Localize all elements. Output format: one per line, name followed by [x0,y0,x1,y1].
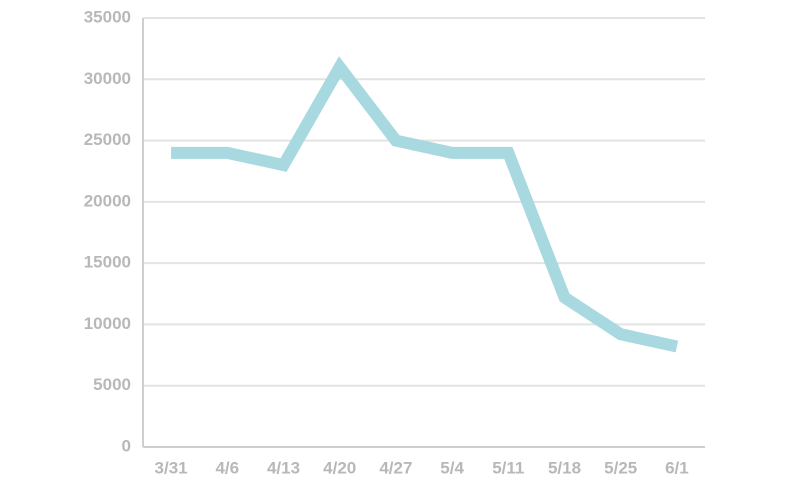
x-tick-label: 6/1 [665,458,689,477]
x-tick-label: 4/20 [323,458,356,477]
y-tick-label: 15000 [84,253,131,272]
x-tick-label: 5/25 [604,458,637,477]
y-tick-label: 20000 [84,191,131,210]
x-tick-label: 4/27 [379,458,412,477]
x-tick-label: 3/31 [155,458,188,477]
y-tick-label: 5000 [93,375,131,394]
y-tick-label: 0 [122,436,131,455]
x-tick-label: 5/18 [548,458,581,477]
x-tick-label: 5/4 [440,458,464,477]
x-tick-label: 4/6 [215,458,239,477]
x-tick-label: 4/13 [267,458,300,477]
y-tick-label: 30000 [84,69,131,88]
y-tick-label: 35000 [84,7,131,26]
x-tick-label: 5/11 [492,458,524,477]
y-tick-label: 10000 [84,314,131,333]
y-tick-label: 25000 [84,130,131,149]
line [171,56,679,353]
